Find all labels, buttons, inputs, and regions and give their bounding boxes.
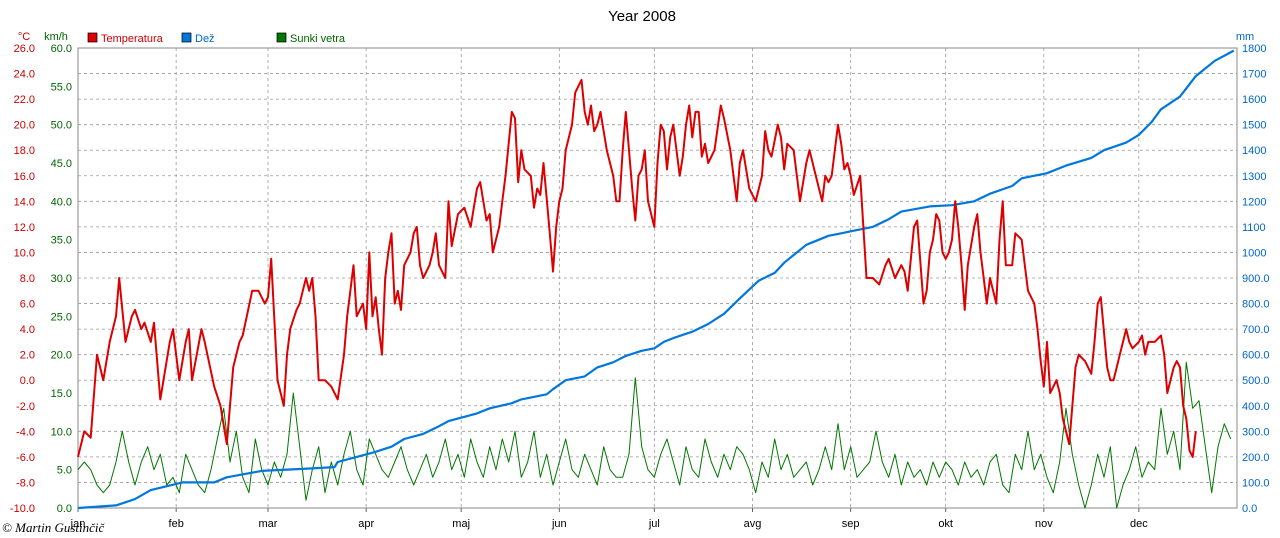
wind-tick-label: 0.0 bbox=[57, 503, 72, 515]
month-tick-label: avg bbox=[744, 518, 762, 530]
rain-tick-label: 300.0 bbox=[1242, 426, 1270, 438]
series-line-de- bbox=[77, 49, 1235, 510]
temp-tick-label: -6.0 bbox=[16, 452, 35, 464]
wind-tick-label: 15.0 bbox=[51, 388, 72, 400]
month-tick-label: apr bbox=[358, 518, 374, 530]
rain-tick-label: 700.0 bbox=[1242, 324, 1270, 336]
legend: Temperatura Dež Sunki vetra bbox=[87, 32, 346, 45]
month-tick-label: jul bbox=[648, 518, 660, 530]
chart-title: Year 2008 bbox=[608, 8, 676, 25]
month-tick-label: maj bbox=[452, 518, 470, 530]
month-tick-label: okt bbox=[938, 518, 953, 530]
rain-unit-label: mm bbox=[1236, 31, 1254, 43]
rain-tick-label: 1200 bbox=[1242, 196, 1266, 208]
temp-tick-label: -2.0 bbox=[16, 401, 35, 413]
temp-tick-label: -4.0 bbox=[16, 426, 35, 438]
month-tick-label: dec bbox=[1130, 518, 1148, 530]
temp-tick-label: 24.0 bbox=[14, 69, 35, 81]
rain-tick-label: 1700 bbox=[1242, 69, 1266, 81]
month-tick-label: mar bbox=[259, 518, 278, 530]
legend-label-sunki-vetra: Sunki vetra bbox=[290, 33, 346, 45]
rain-tick-label: 1400 bbox=[1242, 145, 1266, 157]
temp-unit-label: °C bbox=[18, 31, 30, 43]
legend-label-dez: Dež bbox=[195, 33, 215, 45]
rain-tick-label: 500.0 bbox=[1242, 375, 1270, 387]
wind-tick-label: 5.0 bbox=[57, 465, 72, 477]
rain-tick-label: 1100 bbox=[1242, 222, 1266, 234]
month-tick-label: jun bbox=[551, 518, 567, 530]
rain-axis: 0.0 100.0 200.0 300.0 400.0 500.0 600.0 700.0 80… bbox=[1242, 43, 1270, 515]
temp-tick-label: 22.0 bbox=[14, 94, 35, 106]
rain-tick-label: 600.0 bbox=[1242, 350, 1270, 362]
wind-tick-label: 30.0 bbox=[51, 273, 72, 285]
rain-tick-label: 0.0 bbox=[1242, 503, 1257, 515]
wind-tick-label: 25.0 bbox=[51, 311, 72, 323]
wind-tick-label: 60.0 bbox=[51, 43, 72, 55]
month-axis: jan feb mar apr maj jun jul avg sep okt nov dec bbox=[70, 508, 1148, 530]
temp-tick-label: 16.0 bbox=[14, 171, 35, 183]
rain-tick-label: 1000 bbox=[1242, 247, 1266, 259]
wind-axis: 0.0 5.0 10.0 15.0 20.0 25.0 30.0 35.0 40.0 45.0 50… bbox=[51, 43, 72, 515]
month-tick-label: sep bbox=[842, 518, 860, 530]
rain-tick-label: 900.0 bbox=[1242, 273, 1270, 285]
grid bbox=[78, 48, 1237, 508]
temp-tick-label: -8.0 bbox=[16, 477, 35, 489]
month-tick-label: feb bbox=[169, 518, 184, 530]
wind-tick-label: 50.0 bbox=[51, 120, 72, 132]
legend-swatch-sunki-vetra bbox=[276, 32, 287, 43]
rain-tick-label: 1800 bbox=[1242, 43, 1266, 55]
series-layer bbox=[77, 49, 1235, 510]
legend-swatch-temperatura bbox=[87, 32, 98, 43]
wind-tick-label: 35.0 bbox=[51, 235, 72, 247]
temp-tick-label: 4.0 bbox=[20, 324, 35, 336]
temp-tick-label: 2.0 bbox=[20, 350, 35, 362]
temp-tick-label: 20.0 bbox=[14, 120, 35, 132]
temp-tick-label: 10.0 bbox=[14, 247, 35, 259]
temperature-axis: -10.0 -8.0 -6.0 -4.0 -2.0 0.0 2.0 4.0 6.0 8.0 10.0… bbox=[10, 43, 35, 515]
rain-tick-label: 400.0 bbox=[1242, 401, 1270, 413]
wind-tick-label: 40.0 bbox=[51, 196, 72, 208]
rain-tick-label: 100.0 bbox=[1242, 477, 1270, 489]
rain-tick-label: 1600 bbox=[1242, 94, 1266, 106]
wind-unit-label: km/h bbox=[44, 31, 68, 43]
month-tick-label: nov bbox=[1035, 518, 1053, 530]
temp-tick-label: 18.0 bbox=[14, 145, 35, 157]
temp-tick-label: -10.0 bbox=[10, 503, 35, 515]
rain-tick-label: 1500 bbox=[1242, 120, 1266, 132]
temp-tick-label: 14.0 bbox=[14, 196, 35, 208]
month-tick-label: jan bbox=[70, 518, 86, 530]
legend-swatch-dez bbox=[181, 32, 192, 43]
wind-tick-label: 10.0 bbox=[51, 426, 72, 438]
wind-tick-label: 55.0 bbox=[51, 81, 72, 93]
rain-tick-label: 800.0 bbox=[1242, 299, 1270, 311]
temp-tick-label: 8.0 bbox=[20, 273, 35, 285]
wind-tick-label: 45.0 bbox=[51, 158, 72, 170]
temp-tick-label: 6.0 bbox=[20, 299, 35, 311]
author-credit: © Martin Gustinčič bbox=[2, 520, 106, 535]
series-line-sunki-vetra bbox=[77, 361, 1232, 509]
rain-tick-label: 200.0 bbox=[1242, 452, 1270, 464]
legend-label-temperatura: Temperatura bbox=[101, 33, 164, 45]
temp-tick-label: 0.0 bbox=[20, 375, 35, 387]
temp-tick-label: 26.0 bbox=[14, 43, 35, 55]
wind-tick-label: 20.0 bbox=[51, 350, 72, 362]
rain-tick-label: 1300 bbox=[1242, 171, 1266, 183]
series-line-temperatura bbox=[77, 78, 1197, 458]
temp-tick-label: 12.0 bbox=[14, 222, 35, 234]
